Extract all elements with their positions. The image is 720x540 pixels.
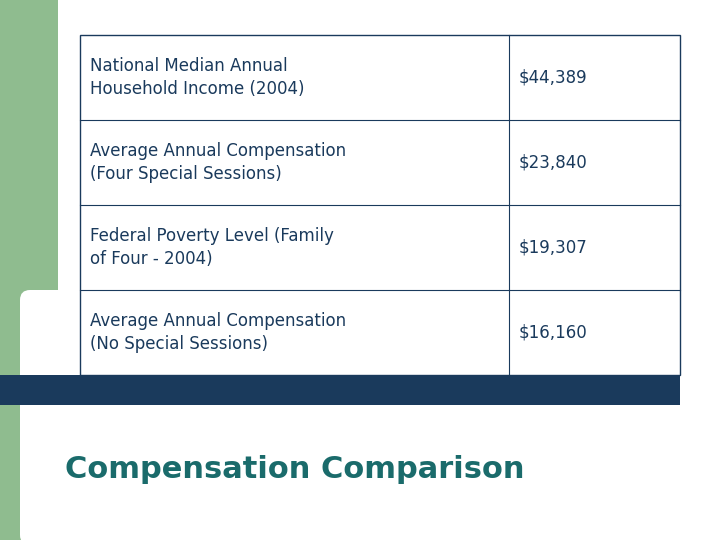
Text: Average Annual Compensation
(Four Special Sessions): Average Annual Compensation (Four Specia… xyxy=(90,141,346,183)
Text: National Median Annual
Household Income (2004): National Median Annual Household Income … xyxy=(90,57,305,98)
Text: $44,389: $44,389 xyxy=(519,69,588,86)
Text: $23,840: $23,840 xyxy=(519,153,588,172)
Text: Federal Poverty Level (Family
of Four - 2004): Federal Poverty Level (Family of Four - … xyxy=(90,227,334,268)
Text: $19,307: $19,307 xyxy=(519,239,588,256)
Text: $16,160: $16,160 xyxy=(519,323,588,341)
Bar xyxy=(0,375,680,405)
Text: Average Annual Compensation
(No Special Sessions): Average Annual Compensation (No Special … xyxy=(90,312,346,353)
Bar xyxy=(0,0,58,540)
Bar xyxy=(80,35,680,375)
Text: Compensation Comparison: Compensation Comparison xyxy=(65,456,524,484)
FancyBboxPatch shape xyxy=(20,290,700,540)
